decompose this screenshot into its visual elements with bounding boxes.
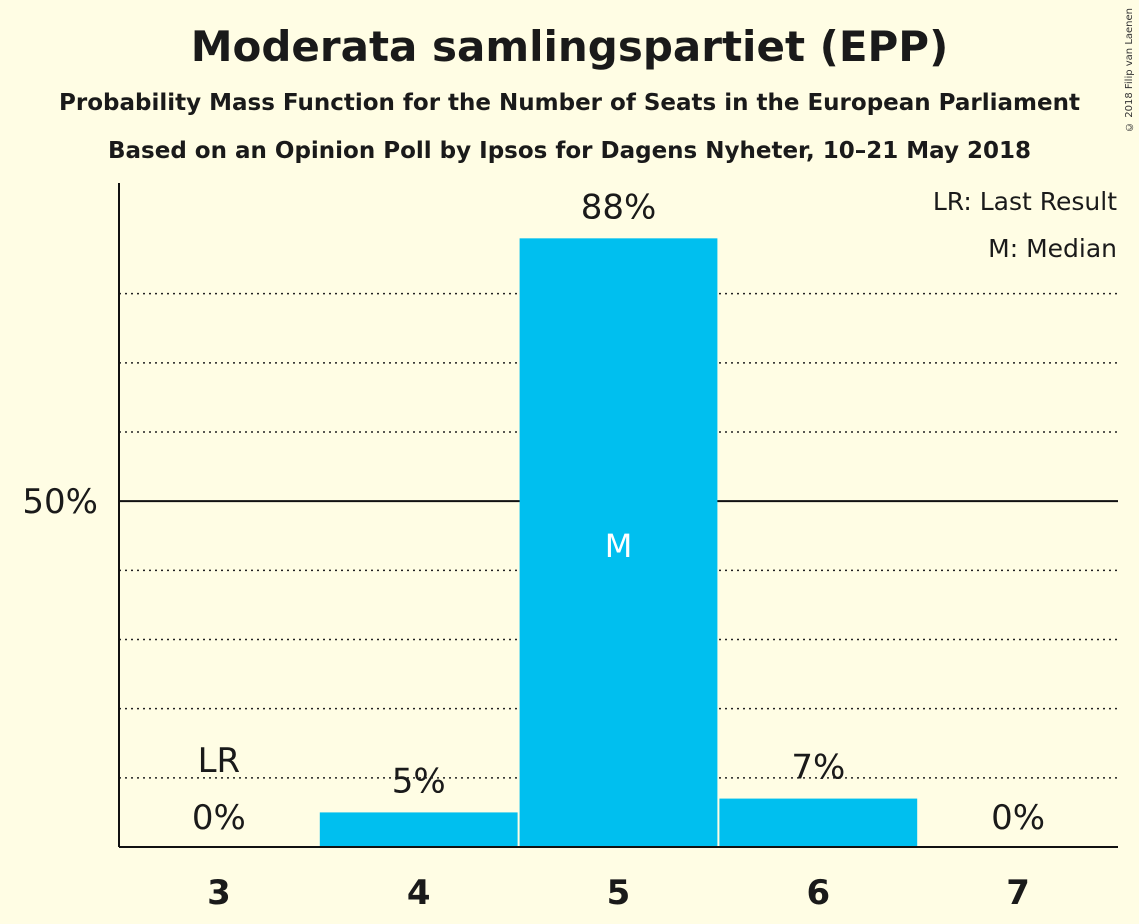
x-tick-label-3: 3 bbox=[207, 873, 231, 913]
value-label-4: 5% bbox=[392, 761, 446, 801]
chart-subtitle: Probability Mass Function for the Number… bbox=[59, 90, 1080, 116]
chart-subtitle-source: Based on an Opinion Poll by Ipsos for Da… bbox=[108, 138, 1031, 164]
bar-labels: 0% 3 LR 5% 4 88% 5 M 7% 6 0% 7 bbox=[192, 187, 1045, 913]
x-tick-label-6: 6 bbox=[806, 873, 830, 913]
axes: 50% bbox=[22, 183, 1118, 848]
x-tick-label-5: 5 bbox=[607, 873, 631, 913]
chart-title: Moderata samlingspartiet (EPP) bbox=[190, 22, 949, 71]
last-result-marker: LR bbox=[198, 741, 241, 781]
value-label-7: 0% bbox=[991, 798, 1045, 838]
bar-5 bbox=[519, 238, 718, 848]
value-label-6: 7% bbox=[791, 748, 845, 788]
median-marker: M bbox=[605, 527, 633, 565]
bar-4 bbox=[319, 812, 518, 847]
value-label-5: 88% bbox=[581, 187, 657, 227]
legend: LR: Last Result M: Median bbox=[933, 187, 1117, 263]
legend-item-0: LR: Last Result bbox=[933, 187, 1117, 216]
bars bbox=[319, 238, 918, 848]
y-tick-label-50: 50% bbox=[22, 482, 98, 522]
value-label-3: 0% bbox=[192, 798, 246, 838]
legend-item-1: M: Median bbox=[988, 234, 1117, 263]
x-tick-label-4: 4 bbox=[407, 873, 431, 913]
x-tick-label-7: 7 bbox=[1006, 873, 1030, 913]
bar-6 bbox=[719, 798, 918, 847]
